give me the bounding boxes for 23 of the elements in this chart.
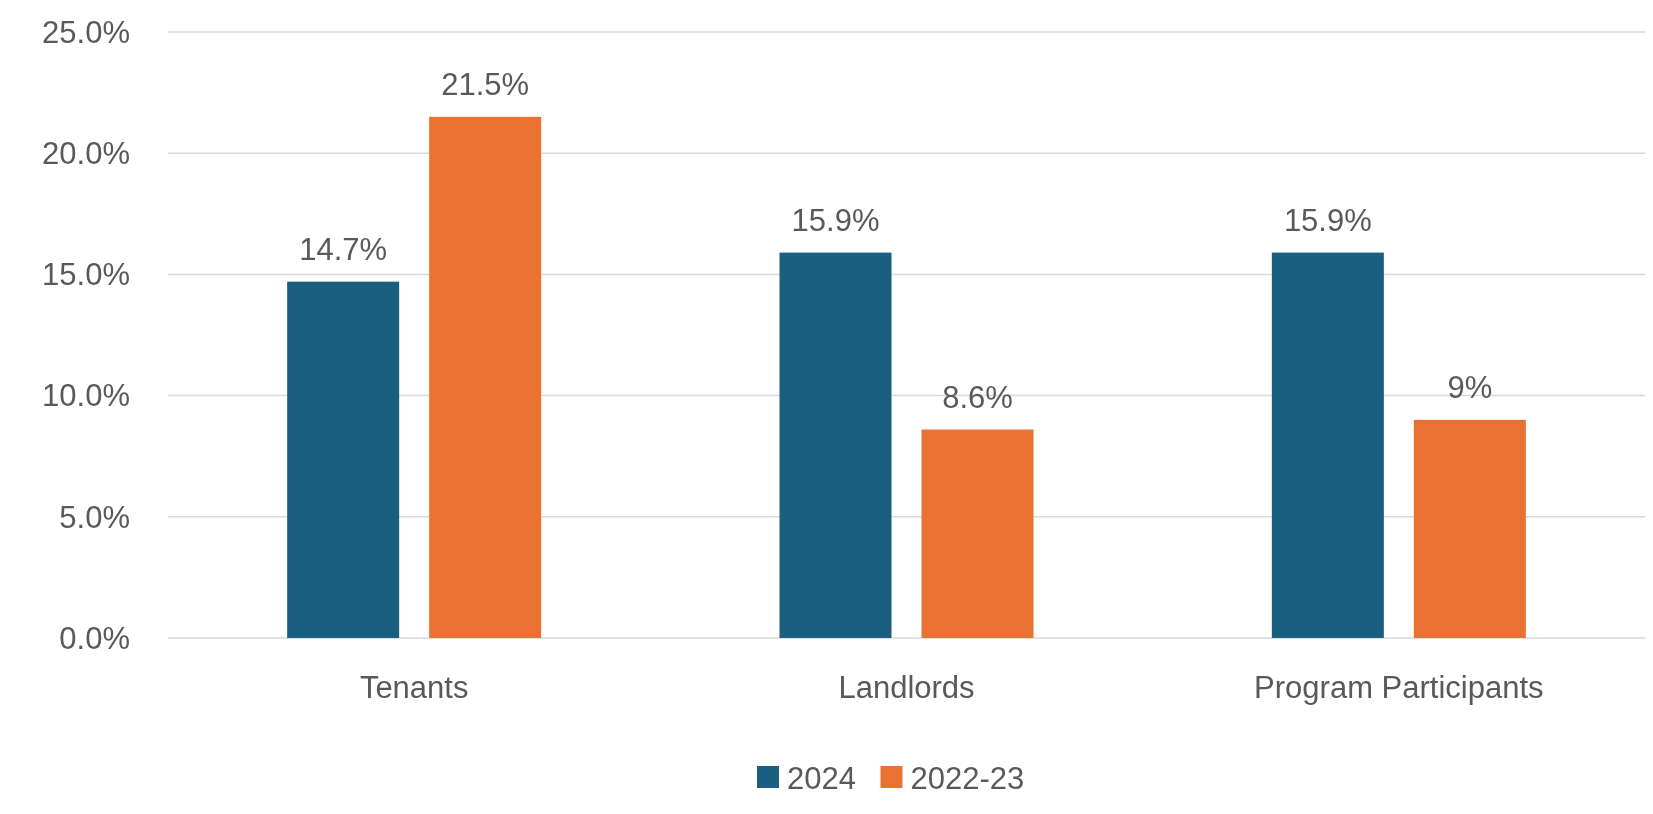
bar	[779, 252, 892, 638]
bar	[921, 429, 1034, 638]
data-label: 8.6%	[942, 379, 1013, 415]
bar	[287, 281, 400, 638]
x-tick-label: Landlords	[838, 670, 975, 705]
data-label: 9%	[1447, 369, 1493, 405]
y-tick-label: 0.0%	[59, 620, 130, 656]
data-label: 15.9%	[791, 202, 880, 238]
y-tick-label: 15.0%	[42, 257, 130, 293]
y-tick-label: 10.0%	[42, 378, 130, 414]
data-label: 14.7%	[299, 231, 388, 267]
x-tick-label: Program Participants	[1254, 670, 1544, 705]
legend-label: 2022-23	[910, 760, 1025, 796]
bar	[1271, 252, 1384, 638]
y-tick-label: 25.0%	[42, 14, 130, 50]
bar	[429, 116, 542, 638]
legend-label: 2024	[787, 760, 856, 796]
data-label: 15.9%	[1283, 202, 1372, 238]
x-tick-label: Tenants	[359, 670, 469, 705]
y-tick-label: 20.0%	[42, 136, 130, 172]
data-label: 21.5%	[441, 66, 530, 102]
y-tick-label: 5.0%	[59, 499, 130, 535]
bar	[1413, 419, 1526, 638]
